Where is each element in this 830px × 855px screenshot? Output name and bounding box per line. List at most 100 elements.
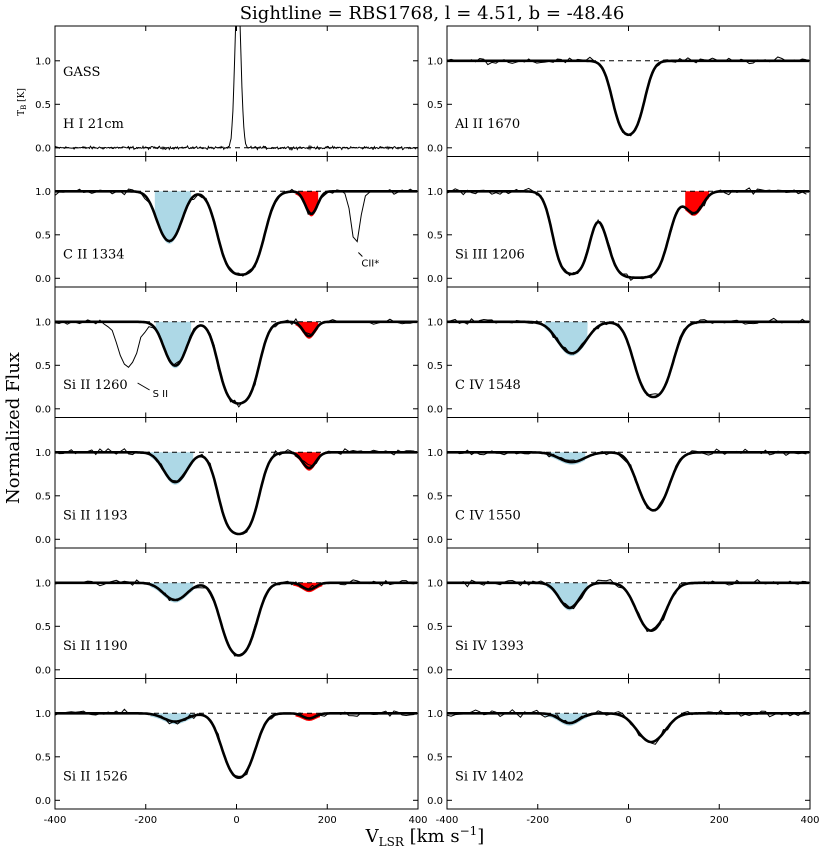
panel-label: Si II 1260	[63, 378, 128, 393]
y-tick-label: 1.0	[35, 578, 51, 589]
y-tick-label: 0.0	[427, 404, 443, 415]
panel-frame	[446, 678, 811, 810]
panel-siii1526: 0.0 0.5 1.0 -400 -200 0 200 400 Si II 1526	[35, 678, 428, 826]
y-tick-label: 0.5	[35, 361, 51, 372]
low-velocity-shade	[155, 321, 192, 369]
panel-siiv1393: 0.0 0.5 1.0 Si IV 1393	[427, 547, 811, 679]
y-tick-label: 0.5	[427, 491, 443, 502]
panel-frame	[54, 25, 419, 157]
data-spectrum	[447, 187, 807, 282]
y-axis-label: Normalized Flux	[3, 352, 24, 504]
x-tick-label: 0	[625, 815, 631, 826]
model-fit	[447, 451, 810, 512]
panel-siii1193: 0.0 0.5 1.0 Si II 1193	[35, 417, 419, 549]
y-tick-label: 1.0	[35, 448, 51, 459]
y-tick-label: 1.0	[427, 56, 443, 67]
y-tick-label: 0.0	[427, 143, 443, 154]
y-tick-label: 1.0	[35, 56, 51, 67]
model-fit	[55, 581, 418, 657]
panel-label: Al II 1670	[454, 117, 520, 132]
x-tick-label: 200	[318, 815, 337, 826]
model-fit	[447, 581, 810, 633]
panel-label: Si II 1193	[63, 509, 128, 524]
x-tick-label: 200	[710, 815, 729, 826]
model-fit	[55, 190, 418, 276]
y-tick-label: 0.5	[35, 622, 51, 633]
data-spectrum	[55, 317, 415, 408]
x-tick-label: -400	[436, 815, 459, 826]
panel-frame	[446, 547, 811, 679]
y-tick-label: 1.0	[427, 187, 443, 198]
panel-label: GASS	[63, 65, 100, 80]
x-axis-label: VLSR [km s−1]	[365, 824, 485, 849]
y-tick-label: 1.0	[427, 317, 443, 328]
model-fit	[55, 451, 418, 536]
panel-label: Si IV 1393	[455, 639, 524, 654]
data-spectrum	[447, 578, 807, 633]
y-tick-label: 0.0	[427, 535, 443, 546]
panels-group: 0.0 0.5 1.0 GASS H I 21cm TB [K] 0.0 0.5 1.0 Al I…	[17, 25, 820, 826]
high-velocity-shade	[685, 191, 710, 216]
y-tick-label: 0.0	[35, 796, 51, 807]
y-tick-label: 1.0	[427, 578, 443, 589]
data-spectrum	[447, 709, 807, 745]
panel-frame	[446, 417, 811, 549]
panel-label: Si IV 1402	[455, 770, 524, 785]
x-tick-label: 400	[800, 815, 819, 826]
model-fit	[55, 320, 418, 405]
panel-label: C IV 1548	[455, 378, 521, 393]
model-fit	[447, 59, 810, 137]
y-tick-label: 0.5	[35, 230, 51, 241]
panel-siii1260: 0.0 0.5 1.0 Si II 1260 S II	[35, 286, 419, 418]
panel-label-2: H I 21cm	[63, 117, 124, 132]
panel-siii1190: 0.0 0.5 1.0 Si II 1190	[35, 547, 419, 679]
model-fit	[447, 320, 810, 399]
panel-label: Si II 1190	[63, 639, 128, 654]
y-tick-label: 1.0	[427, 448, 443, 459]
y-tick-label: 0.0	[427, 665, 443, 676]
y-tick-label: 0.0	[427, 274, 443, 285]
x-tick-label: -200	[134, 815, 157, 826]
x-tick-label: 400	[408, 815, 427, 826]
model-fit	[447, 712, 810, 744]
panel-siiii1206: 0.0 0.5 1.0 Si III 1206	[427, 156, 811, 288]
y-tick-label: 0.5	[427, 230, 443, 241]
x-tick-label: 0	[233, 815, 239, 826]
y-tick-label: 0.5	[35, 100, 51, 111]
y-tick-label: 0.5	[427, 361, 443, 372]
y-tick-label: 0.5	[427, 752, 443, 763]
y-tick-label: 0.5	[35, 752, 51, 763]
figure-title: Sightline = RBS1768, l = 4.51, b = -48.4…	[240, 3, 625, 24]
panel-frame	[446, 156, 811, 288]
data-spectrum	[55, 579, 415, 657]
data-spectrum	[55, 708, 415, 777]
panel-alii1670: 0.0 0.5 1.0 Al II 1670	[427, 25, 811, 157]
hi-y-label: TB [K]	[17, 88, 28, 116]
low-velocity-shade	[154, 191, 192, 244]
panel-cii1334: 0.0 0.5 1.0 C II 1334 CII*	[35, 156, 419, 288]
hi-spectrum	[55, 26, 418, 151]
low-velocity-shade	[544, 321, 588, 356]
panel-frame	[54, 678, 419, 810]
s-ii-arrow	[137, 382, 150, 391]
y-tick-label: 0.0	[35, 665, 51, 676]
y-tick-label: 0.0	[35, 274, 51, 285]
y-tick-label: 0.0	[427, 796, 443, 807]
y-tick-label: 0.0	[35, 535, 51, 546]
panel-frame	[54, 547, 419, 679]
y-tick-label: 0.0	[35, 143, 51, 154]
panel-civ1548: 0.0 0.5 1.0 C IV 1548	[427, 286, 811, 418]
y-tick-label: 0.5	[427, 100, 443, 111]
panel-frame	[446, 286, 811, 418]
x-tick-label: -200	[526, 815, 549, 826]
y-tick-label: 1.0	[35, 187, 51, 198]
cii-star-annotation: CII*	[361, 259, 379, 270]
panel-label: C IV 1550	[455, 509, 521, 524]
model-fit	[55, 712, 418, 780]
panel-frame	[54, 286, 419, 418]
cii-star-arrow	[358, 252, 363, 257]
model-fit	[447, 190, 810, 279]
y-tick-label: 0.5	[427, 622, 443, 633]
s-ii-annotation: S II	[153, 389, 168, 400]
